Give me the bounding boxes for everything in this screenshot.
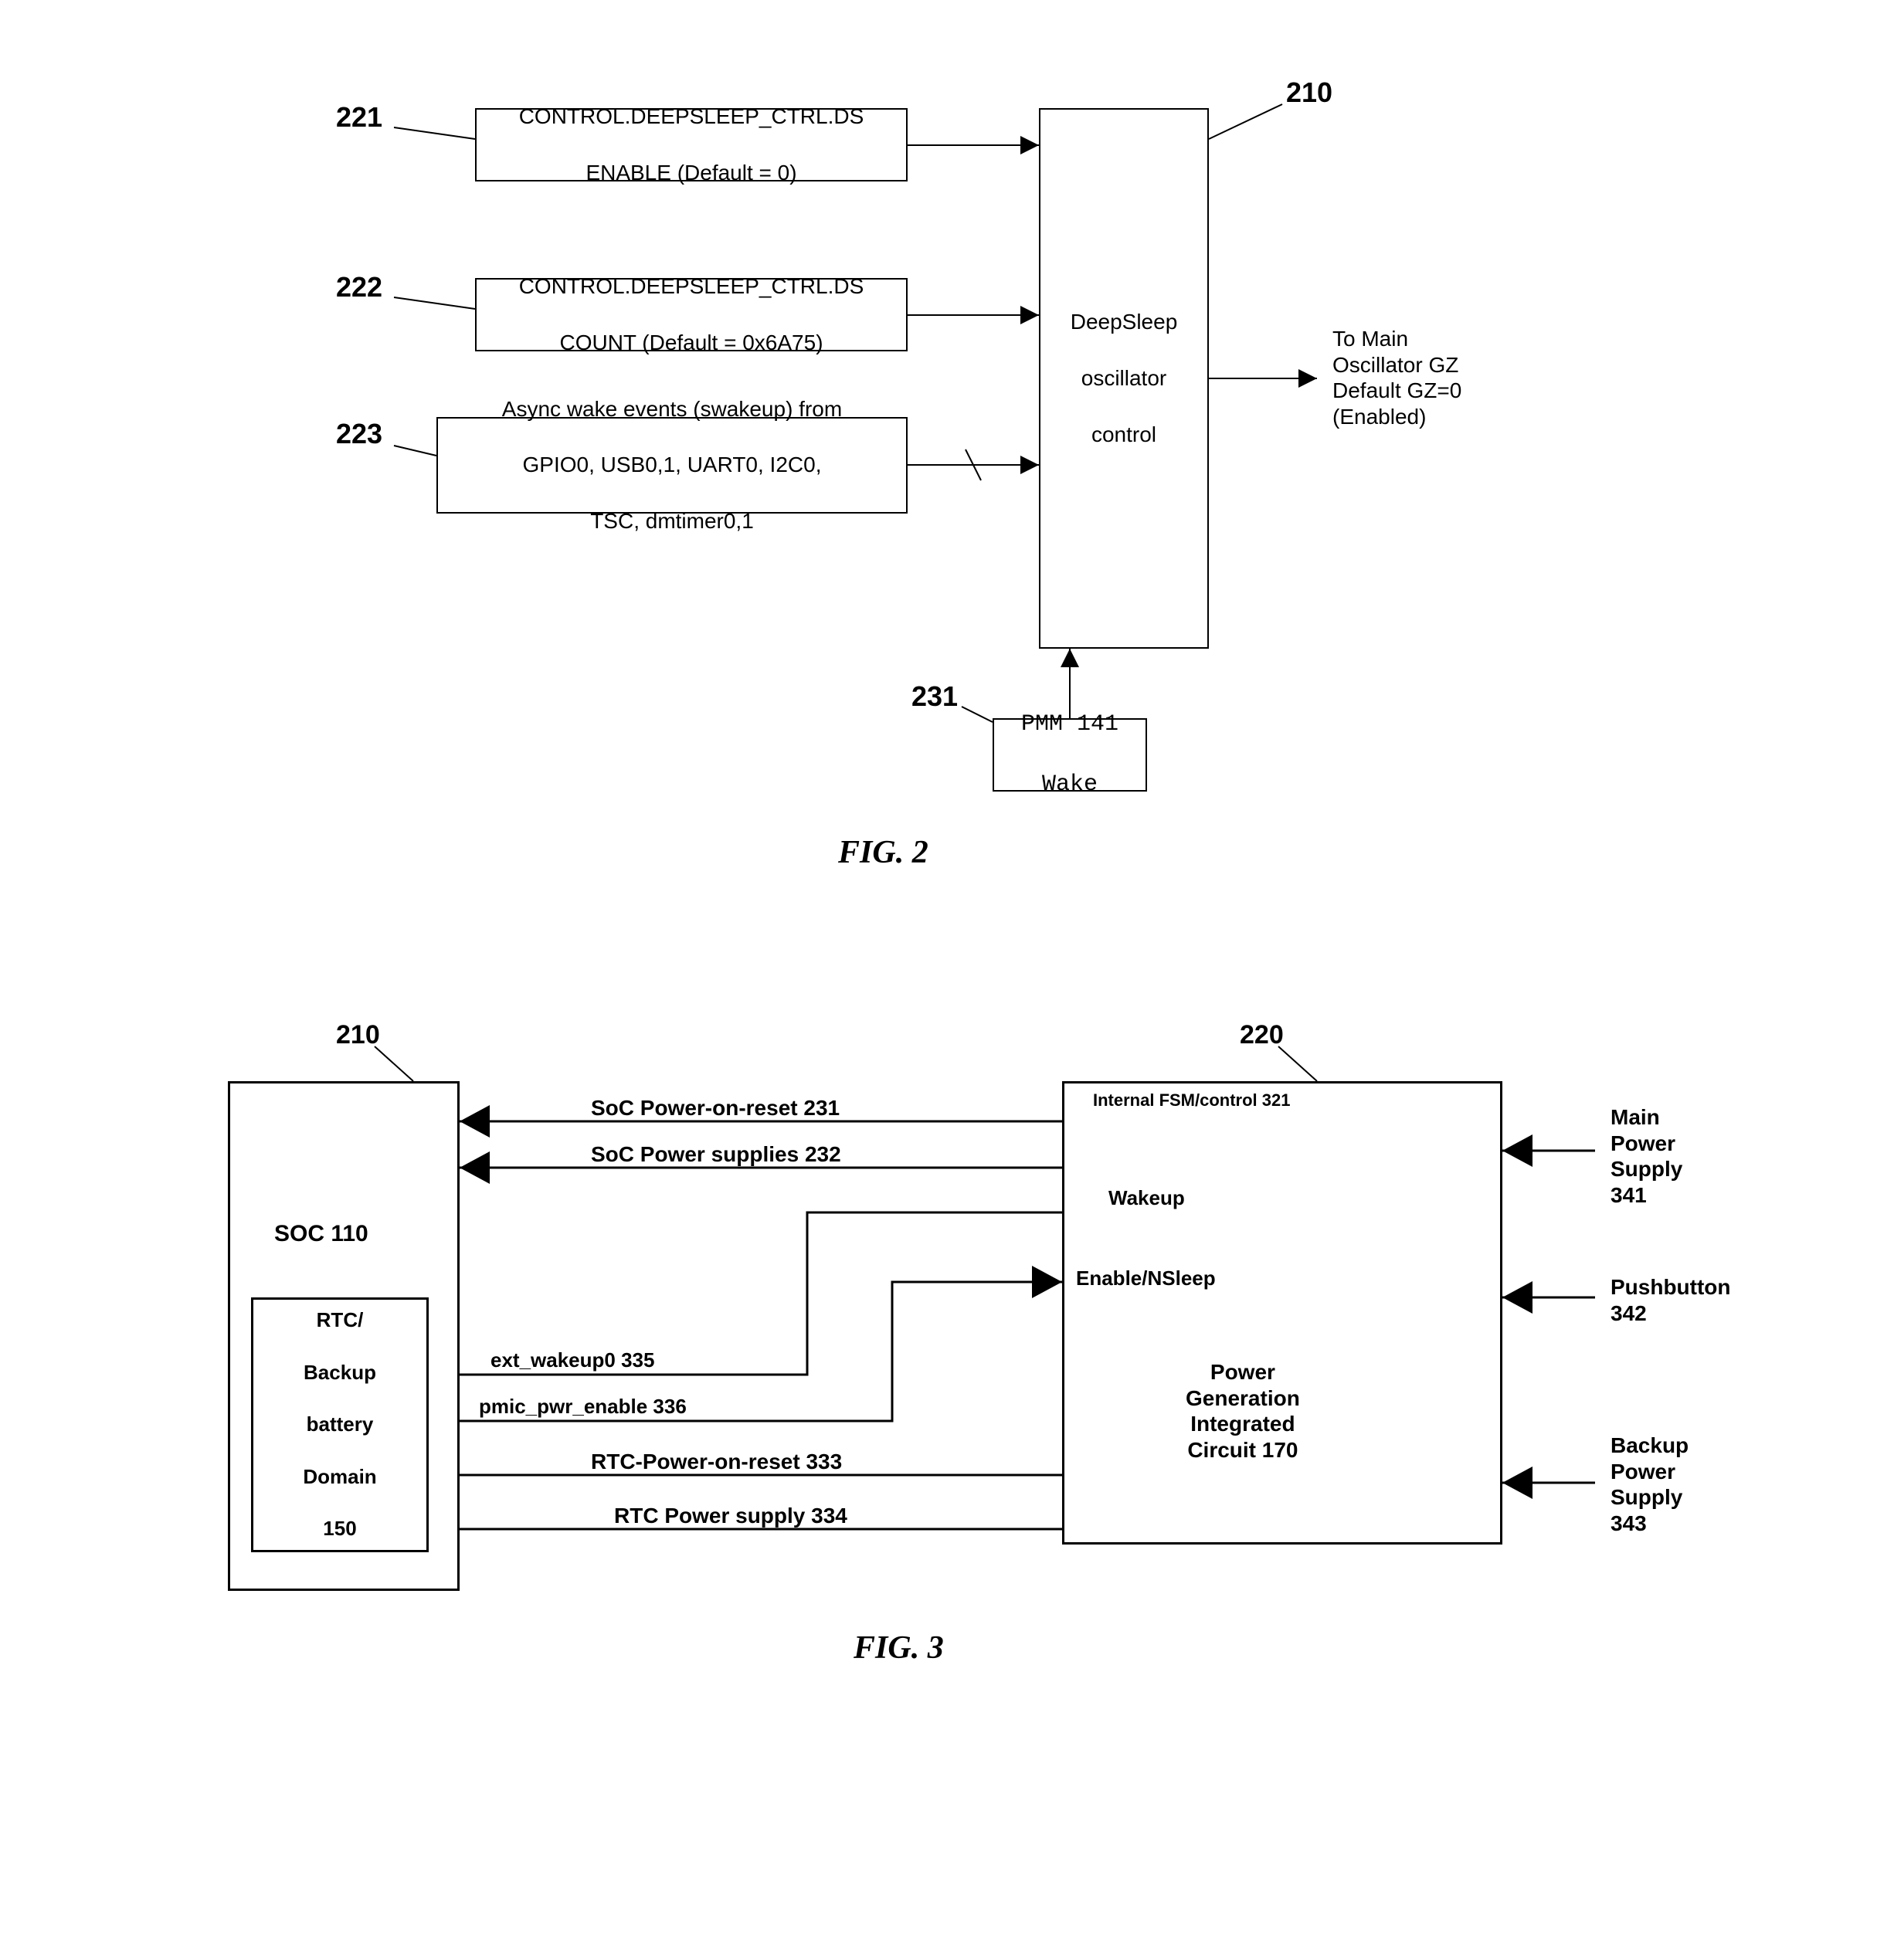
sig-soc-por: SoC Power-on-reset 231 xyxy=(591,1095,840,1121)
figure-3: RTC/BackupbatteryDomain150 SOC 110 210 2… xyxy=(127,988,1750,1684)
ext-push: Pushbutton342 xyxy=(1611,1274,1731,1326)
fig3-title: FIG. 3 xyxy=(854,1629,944,1667)
fig2-title: FIG. 2 xyxy=(838,834,928,871)
ext-main: MainPowerSupply341 xyxy=(1611,1104,1682,1208)
sig-rtc-sup: RTC Power supply 334 xyxy=(614,1503,847,1529)
ext-backup: BackupPowerSupply343 xyxy=(1611,1433,1689,1536)
ref-222: 222 xyxy=(336,270,382,303)
box-deepsleep-ctrl: DeepSleeposcillatorcontrol xyxy=(1039,108,1209,649)
sig-soc-sup: SoC Power supplies 232 xyxy=(591,1141,841,1168)
box-rtc-domain: RTC/BackupbatteryDomain150 xyxy=(251,1297,429,1552)
ref-231: 231 xyxy=(911,680,958,713)
sig-pmic-en: pmic_pwr_enable 336 xyxy=(479,1395,687,1419)
box-221-dsenable: CONTROL.DEEPSLEEP_CTRL.DSENABLE (Default… xyxy=(475,108,908,181)
ref-221: 221 xyxy=(336,100,382,134)
box-223-async: Async wake events (swakeup) fromGPIO0, U… xyxy=(436,417,908,514)
soc-label: SOC 110 xyxy=(274,1220,368,1248)
fsm-label: Internal FSM/control 321 xyxy=(1093,1090,1291,1111)
sig-rtc-por: RTC-Power-on-reset 333 xyxy=(591,1449,842,1475)
figure-2: 221 222 223 210 231 CONTROL.DEEPSLEEP_CT… xyxy=(205,46,1672,896)
box-222-dscount: CONTROL.DEEPSLEEP_CTRL.DSCOUNT (Default … xyxy=(475,278,908,351)
output-label: To MainOscillator GZDefault GZ=0(Enabled… xyxy=(1332,326,1461,429)
box-pmic xyxy=(1062,1081,1502,1545)
fig2-connectors xyxy=(205,46,1672,896)
ref-220: 220 xyxy=(1240,1019,1284,1051)
pmic-main-label: PowerGenerationIntegratedCircuit 170 xyxy=(1186,1359,1300,1463)
box-pmm-wake: PMM 141Wake xyxy=(993,718,1147,792)
ref-223: 223 xyxy=(336,417,382,450)
ref-210: 210 xyxy=(1286,76,1332,109)
sig-extw: ext_wakeup0 335 xyxy=(490,1348,654,1372)
ref-210b: 210 xyxy=(336,1019,380,1051)
wakeup-label: Wakeup xyxy=(1108,1186,1185,1210)
ensleep-label: Enable/NSleep xyxy=(1076,1267,1216,1290)
